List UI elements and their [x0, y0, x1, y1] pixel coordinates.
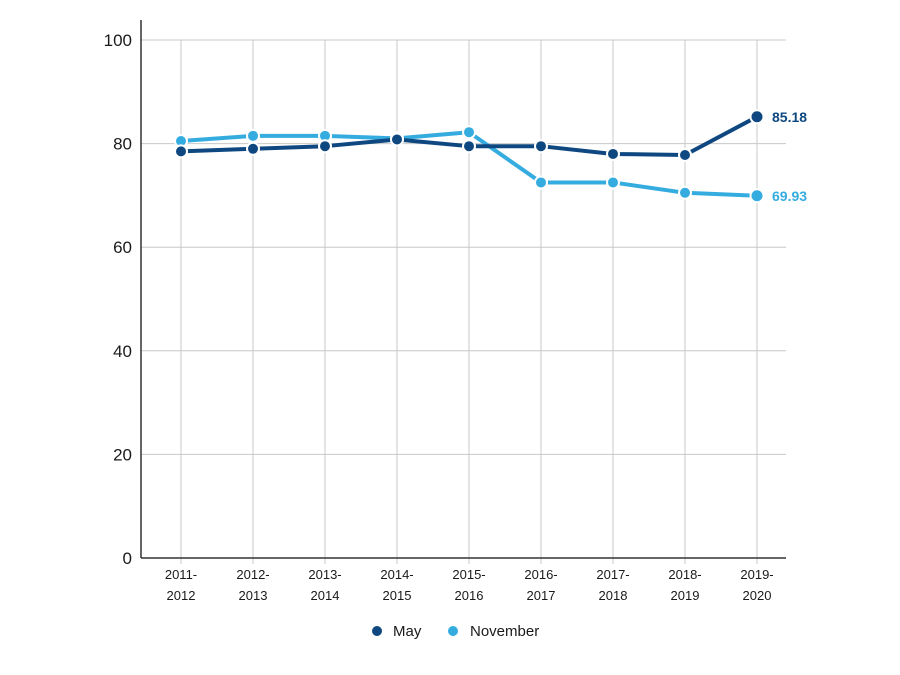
data-point-may: [749, 109, 765, 125]
grid-lines: [141, 39, 786, 564]
end-label-may: 85.18: [772, 109, 807, 125]
data-point-november: [462, 125, 476, 140]
y-tick-label: 80: [113, 135, 132, 154]
legend-marker-may: [372, 626, 382, 636]
end-labels: 69.93 85.18: [772, 109, 807, 204]
legend: May November: [372, 623, 539, 640]
x-tick-label: 2011-2012: [165, 567, 197, 603]
x-axis-ticks: 2011-2012 2012-2013 2013-2014 2014-2015 2015…: [165, 567, 774, 603]
data-point-may: [462, 139, 476, 154]
y-tick-label: 60: [113, 238, 132, 257]
y-tick-label: 0: [123, 549, 132, 568]
x-tick-label: 2012-2013: [236, 567, 269, 603]
data-point-may: [390, 132, 404, 147]
x-tick-label: 2019-2020: [740, 567, 773, 603]
data-point-may: [318, 139, 332, 154]
x-tick-label: 2016-2017: [524, 567, 557, 603]
data-point-november: [606, 175, 620, 190]
y-axis-ticks: 0 20 40 60 80 100: [104, 31, 132, 568]
y-tick-label: 100: [104, 31, 132, 50]
x-tick-label: 2015-2016: [452, 567, 485, 603]
series-points: [174, 109, 765, 204]
data-point-may: [246, 141, 260, 156]
data-point-may: [534, 139, 548, 154]
data-point-november: [534, 175, 548, 190]
axes: [140, 20, 786, 559]
y-tick-label: 20: [113, 445, 132, 464]
legend-label-november: November: [470, 623, 539, 640]
data-point-may: [606, 146, 620, 161]
x-tick-label: 2017-2018: [596, 567, 629, 603]
legend-marker-november: [448, 626, 458, 636]
data-point-may: [678, 147, 692, 162]
data-point-november: [246, 128, 260, 143]
data-point-may: [174, 144, 188, 159]
x-tick-label: 2013-2014: [308, 567, 341, 603]
x-tick-label: 2014-2015: [380, 567, 413, 603]
legend-label-may: May: [393, 623, 422, 640]
x-tick-label: 2018-2019: [668, 567, 701, 603]
data-point-november: [749, 188, 765, 204]
end-label-november: 69.93: [772, 188, 807, 204]
y-tick-label: 40: [113, 342, 132, 361]
data-point-november: [678, 185, 692, 200]
